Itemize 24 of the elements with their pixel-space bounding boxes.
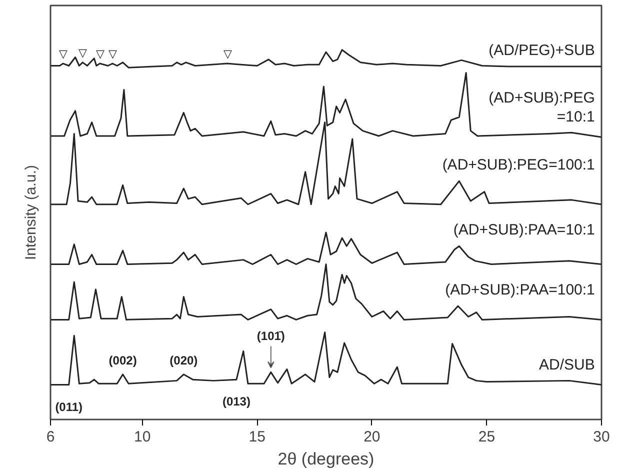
annotation: (002) bbox=[108, 353, 137, 368]
annotation: ▽ bbox=[108, 48, 118, 61]
x-tick-label: 30 bbox=[593, 428, 610, 446]
series-label: (AD+SUB):PAA=100:1 bbox=[445, 282, 595, 299]
series-label: (AD+SUB):PAA=10:1 bbox=[453, 222, 595, 239]
series-label: (AD+SUB):PEG =10:1 bbox=[488, 90, 595, 126]
annotation: ▽ bbox=[96, 48, 105, 61]
annotation: ▽ bbox=[78, 47, 88, 60]
annotation: ▽ bbox=[223, 48, 232, 61]
x-axis-title: 2θ (degrees) bbox=[278, 450, 374, 468]
series-label: (AD/PEG)+SUB bbox=[488, 42, 595, 60]
annotation: (020) bbox=[170, 353, 198, 368]
annotation: (101̄) bbox=[256, 329, 285, 344]
x-tick-label: 10 bbox=[134, 428, 151, 446]
series-label: AD/SUB bbox=[539, 356, 595, 374]
x-tick-label: 15 bbox=[248, 428, 266, 446]
x-tick-label: 6 bbox=[46, 428, 55, 446]
x-tick-label: 25 bbox=[478, 428, 496, 446]
y-axis-title: Intensity (a.u.) bbox=[22, 164, 40, 260]
series-label: (AD+SUB):PEG=100:1 bbox=[442, 156, 595, 174]
x-tick-label: 20 bbox=[364, 428, 380, 446]
annotation: (011) bbox=[55, 400, 83, 414]
annotation: ▽ bbox=[59, 48, 68, 61]
annotation: (013) bbox=[222, 394, 250, 409]
